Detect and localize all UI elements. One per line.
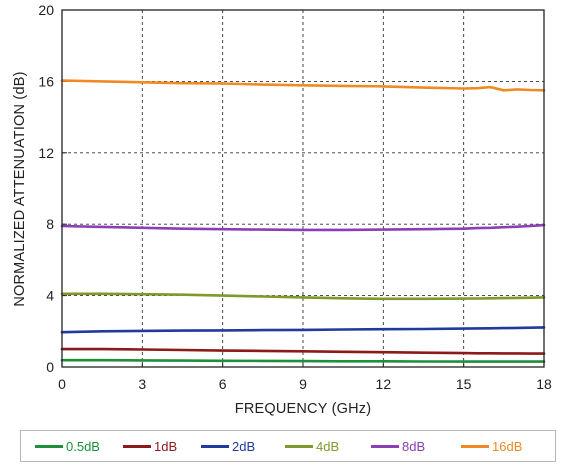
x-tick-label: 9 — [299, 376, 307, 392]
legend-swatch — [201, 444, 229, 448]
series-line-0.5dB — [60, 358, 546, 363]
legend-item-4dB: 4dB — [285, 431, 339, 461]
x-tick-labels: 0 3 6 9 12 15 18 — [58, 376, 552, 392]
y-tick-label: 8 — [46, 216, 54, 232]
legend-swatch — [285, 444, 313, 448]
attenuation-chart: 0 3 6 9 12 15 18 0 4 8 12 16 20 FREQUENCY (GHz) NOR… — [12, 2, 552, 417]
legend-item-1dB: 1dB — [123, 431, 177, 461]
legend-swatch — [123, 444, 151, 448]
series-line-1dB — [60, 347, 546, 355]
y-tick-label: 16 — [38, 73, 54, 89]
legend-label: 1dB — [154, 438, 178, 454]
y-tick-label: 12 — [38, 145, 54, 161]
legend-swatch — [35, 444, 63, 448]
legend-item-0.5dB: 0.5dB — [35, 431, 100, 461]
x-tick-label: 3 — [138, 376, 146, 392]
x-tick-label: 18 — [536, 376, 552, 392]
x-tick-label: 15 — [456, 376, 472, 392]
series-line-8dB — [60, 223, 546, 232]
y-axis-label: NORMALIZED ATTENUATION (dB) — [12, 71, 28, 306]
legend-label: 8dB — [402, 438, 426, 454]
series-line-4dB — [60, 292, 546, 301]
x-tick-label: 6 — [219, 376, 227, 392]
x-axis-label: FREQUENCY (GHz) — [235, 401, 371, 417]
legend-item-2dB: 2dB — [201, 431, 255, 461]
legend-label: 4dB — [316, 438, 340, 454]
grid-lines — [61, 9, 545, 368]
legend-item-16dB: 16dB — [461, 431, 522, 461]
plot-frame — [61, 9, 545, 368]
series-line-2dB — [60, 326, 546, 334]
y-tick-label: 4 — [46, 288, 54, 304]
x-tick-label: 0 — [58, 376, 66, 392]
x-tick-label: 12 — [376, 376, 392, 392]
y-tick-label: 0 — [46, 359, 54, 375]
legend-item-8dB: 8dB — [371, 431, 425, 461]
y-tick-labels: 0 4 8 12 16 20 — [38, 2, 54, 375]
series-lines — [60, 79, 546, 363]
legend-label: 16dB — [492, 438, 523, 454]
legend-label: 2dB — [232, 438, 256, 454]
legend-swatch — [461, 444, 489, 448]
y-tick-label: 20 — [38, 2, 54, 18]
legend: 0.5dB 1dB 2dB 4dB 8dB 16dB — [20, 430, 556, 462]
series-line-16dB — [60, 79, 546, 92]
legend-label: 0.5dB — [66, 438, 100, 454]
legend-swatch — [371, 444, 399, 448]
